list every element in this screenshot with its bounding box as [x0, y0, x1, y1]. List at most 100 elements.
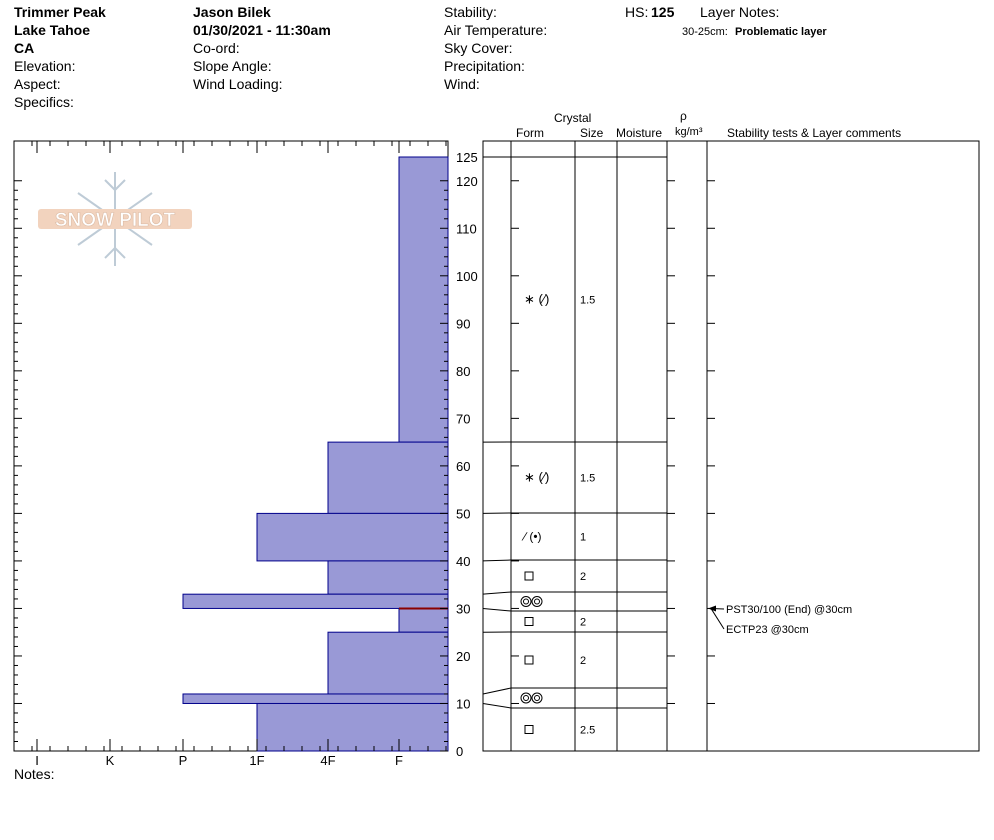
grain-form-icon: ∗ (∕) [524, 470, 549, 485]
air-temperature-label: Air Temperature: [444, 22, 548, 38]
stability-test-pointer [710, 608, 725, 630]
depth-tick-label: 110 [456, 221, 477, 236]
coord-label: Co-ord: [193, 40, 240, 56]
snowpilot-logo: SNOW PILOT [38, 172, 192, 266]
grain-form-icon [524, 571, 534, 581]
hardness-bar [256, 512, 449, 562]
hardness-tick-label: F [395, 753, 403, 768]
slope-angle-label: Slope Angle: [193, 58, 272, 74]
depth-tick-label: 0 [456, 744, 463, 759]
depth-tick-label: 20 [456, 649, 470, 664]
grain-form-icon [520, 596, 543, 607]
grain-form-icon: ∗ (∕) [524, 292, 549, 307]
hardness-tick-label: 4F [320, 753, 335, 768]
faceted-square-glyph [524, 571, 534, 581]
observer-name: Jason Bilek [193, 4, 271, 20]
snowflake-slash-glyph: ∗ (∕) [524, 470, 549, 485]
stability-label: Stability: [444, 4, 497, 20]
crystal-header: Crystal [554, 111, 592, 125]
depth-tick-label: 125 [456, 150, 478, 165]
specifics-label: Specifics: [14, 94, 74, 110]
size-header: Size [580, 126, 604, 140]
stability-test-label: ECTP23 @30cm [726, 624, 809, 636]
hardness-bar [182, 593, 449, 609]
faceted-square-glyph [524, 655, 534, 665]
wind-label: Wind: [444, 76, 480, 92]
depth-tick-label: 120 [456, 174, 478, 189]
snowflake-slash-glyph: ∗ (∕) [524, 292, 549, 307]
layer-connector [482, 591, 512, 595]
hardness-tick-label: P [179, 753, 188, 768]
grain-size-label: 2 [580, 571, 586, 583]
rho-header: ρ [680, 109, 687, 123]
depth-tick-label: 30 [456, 601, 470, 616]
hardness-bar [398, 607, 449, 633]
faceted-square-glyph [524, 725, 534, 734]
stability-test-label: PST30/100 (End) @30cm [726, 604, 852, 616]
ice-circle-glyph [534, 598, 540, 605]
elevation-label: Elevation: [14, 58, 76, 74]
location-name: Trimmer Peak [14, 4, 106, 20]
hardness-bar [327, 441, 449, 514]
depth-tick-label: 90 [456, 316, 470, 331]
hardness-bar [327, 560, 449, 595]
depth-tick-label: 10 [456, 696, 470, 711]
depth-tick-label: 60 [456, 459, 470, 474]
depth-tick-label: 70 [456, 411, 470, 426]
layer-note-text: Problematic layer [735, 26, 827, 38]
hardness-bar [182, 693, 449, 704]
stability-comments-header: Stability tests & Layer comments [727, 126, 902, 140]
logo-text: SNOW PILOT [55, 210, 176, 231]
aspect-label: Aspect: [14, 76, 61, 92]
hardness-tick-label: I [35, 753, 39, 768]
grain-form-icon [524, 725, 534, 734]
layer-notes-label: Layer Notes: [700, 4, 780, 20]
depth-tick-label: 80 [456, 364, 470, 379]
grain-size-label: 2.5 [580, 725, 595, 737]
ice-circle-glyph [523, 598, 529, 605]
hardness-tick-label: K [106, 753, 115, 768]
depth-tick-label: 100 [456, 269, 478, 284]
form-header: Form [516, 126, 544, 140]
grain-size-label: 2 [580, 655, 586, 667]
stability-test-arrow [708, 605, 716, 612]
hardness-bar [327, 631, 449, 695]
density-unit-header: kg/m³ [675, 126, 703, 138]
layer-note-range: 30-25cm: [682, 26, 728, 38]
slash-dot-glyph: ∕ (•) [521, 530, 542, 544]
layer-connector [482, 559, 512, 562]
layer-table-frame [482, 140, 980, 752]
observation-datetime: 01/30/2021 - 11:30am [193, 22, 331, 38]
grain-size-label: 1.5 [580, 295, 595, 307]
grain-form-icon [524, 617, 534, 626]
grain-size-label: 1 [580, 532, 586, 544]
depth-tick-label: 50 [456, 506, 470, 521]
range-name: Lake Tahoe [14, 22, 90, 38]
moisture-header: Moisture [616, 126, 663, 140]
ice-circle-glyph [520, 596, 532, 607]
layer-connector [482, 702, 512, 709]
hardness-bar [398, 156, 449, 443]
ice-circle-glyph [531, 692, 543, 704]
hardness-bar [256, 702, 449, 752]
ice-circle-glyph [531, 596, 543, 607]
depth-tick-label: 40 [456, 554, 470, 569]
wind-loading-label: Wind Loading: [193, 76, 283, 92]
hs-value: 125 [651, 4, 675, 20]
layer-connector [482, 607, 512, 612]
ice-circle-glyph [520, 692, 532, 704]
faceted-square-glyph [524, 617, 534, 626]
hs-label: HS: [625, 4, 649, 20]
grain-size-label: 2 [580, 617, 586, 629]
state-name: CA [14, 40, 35, 56]
grain-form-icon [524, 655, 534, 665]
ice-circle-glyph [534, 695, 540, 701]
hardness-tick-label: 1F [249, 753, 264, 768]
sky-cover-label: Sky Cover: [444, 40, 513, 56]
grain-form-icon [520, 692, 543, 704]
grain-size-label: 1.5 [580, 473, 595, 485]
notes-label: Notes: [14, 766, 55, 782]
layer-connector [482, 687, 512, 695]
grain-form-icon: ∕ (•) [521, 530, 542, 544]
